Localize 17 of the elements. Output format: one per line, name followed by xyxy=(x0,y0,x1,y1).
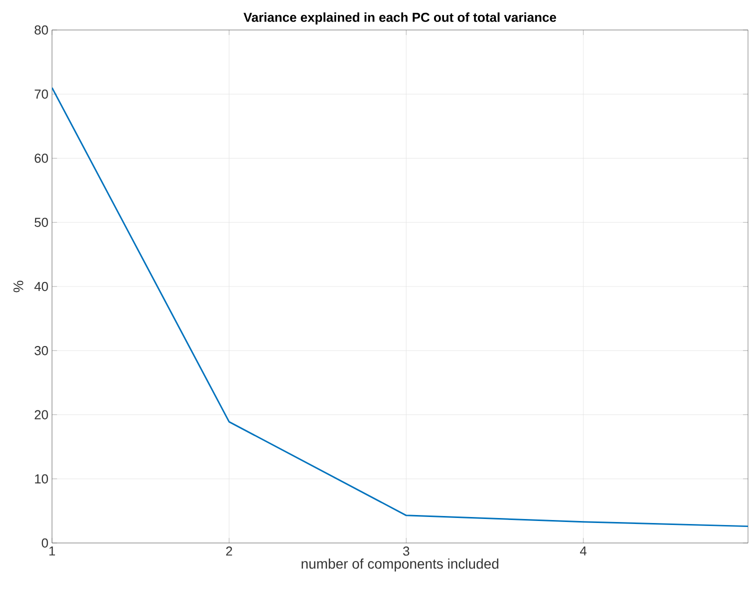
y-axis-title: % xyxy=(13,280,24,292)
y-tick-label: 20 xyxy=(34,410,48,420)
x-tick-label: 3 xyxy=(403,546,410,556)
y-tick-label: 70 xyxy=(34,90,48,99)
y-tick-label: 10 xyxy=(35,474,48,484)
x-tick-label: 4 xyxy=(580,546,587,556)
line-series xyxy=(52,86,748,528)
y-tick-label: 30 xyxy=(34,346,48,356)
y-tick-label: 60 xyxy=(34,154,48,163)
chart-title: Variance explained in each PC out of total variance xyxy=(244,12,556,24)
y-tick-label: 0 xyxy=(42,538,48,548)
y-tick-label: 50 xyxy=(34,218,48,227)
x-tick-label: 1 xyxy=(49,546,55,556)
x-axis-title: number of components included xyxy=(302,558,498,572)
y-tick-label: 80 xyxy=(34,25,48,35)
y-tick-label: 40 xyxy=(34,282,48,292)
x-tick-label: 2 xyxy=(226,546,232,556)
